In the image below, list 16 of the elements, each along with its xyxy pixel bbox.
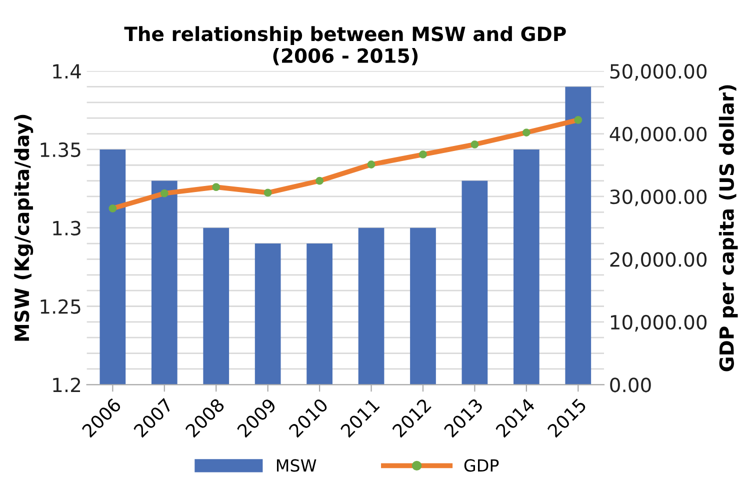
y2-tick-label: 30,000.00 xyxy=(610,189,707,206)
y-tick-label: 1.2 xyxy=(53,378,80,392)
legend-label: MSW xyxy=(276,459,316,472)
y-tick-label: 1.3 xyxy=(53,220,80,236)
y-tick-label: 1.4 xyxy=(53,64,81,78)
y-tick-label: 1.25 xyxy=(40,299,80,314)
chart-title: The relationship between MSW and GDP (2006 - 2015) xyxy=(124,26,566,66)
y2-axis-title: GDP per capita (US dollar) xyxy=(718,85,738,372)
y-axis-title: MSW (Kg/capita/day) xyxy=(14,114,34,341)
y2-tick-label: 10,000.00 xyxy=(610,314,707,332)
y2-tick-label: 50,000.00 xyxy=(610,64,707,81)
y2-tick-label: 20,000.00 xyxy=(610,252,707,269)
y2-tick-label: 40,000.00 xyxy=(610,126,707,144)
y-tick-label: 1.35 xyxy=(40,142,80,158)
y2-tick-label: 0.00 xyxy=(610,378,651,392)
legend-label: GDP xyxy=(464,459,499,472)
